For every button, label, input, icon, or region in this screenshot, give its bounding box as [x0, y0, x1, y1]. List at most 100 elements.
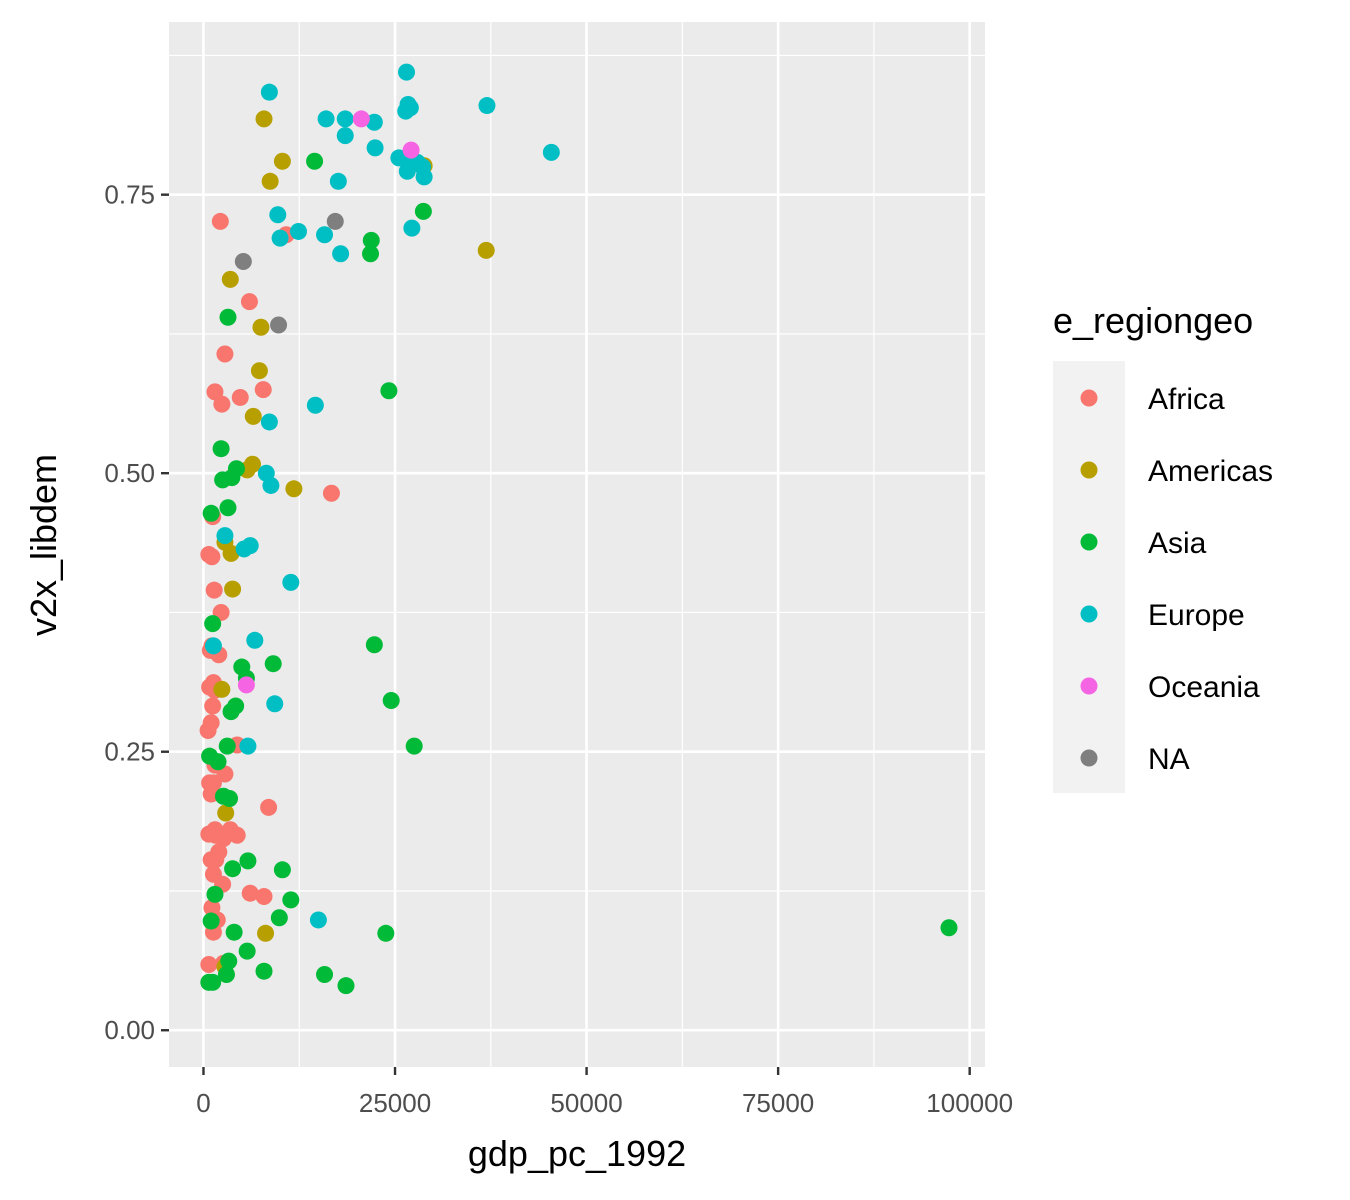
- data-point-africa: [213, 395, 231, 413]
- x-tick-label: 0: [196, 1088, 210, 1118]
- data-point-asia: [209, 753, 227, 771]
- data-point-europe: [260, 413, 278, 431]
- x-tick-label: 25000: [359, 1088, 431, 1118]
- data-point-europe: [204, 637, 222, 655]
- data-point-asia: [224, 860, 242, 878]
- data-point-asia: [382, 691, 400, 709]
- data-point-americas: [221, 270, 239, 288]
- data-point-asia: [270, 909, 288, 927]
- data-point-asia: [316, 966, 334, 984]
- data-point-asia: [337, 977, 355, 995]
- data-point-na: [234, 253, 252, 271]
- data-point-americas: [217, 804, 235, 822]
- data-point-europe: [317, 110, 335, 128]
- data-point-africa: [205, 581, 223, 599]
- data-point-europe: [262, 476, 280, 494]
- data-point-asia: [221, 790, 239, 808]
- data-point-europe: [271, 229, 289, 247]
- x-tick-label: 75000: [742, 1088, 814, 1118]
- data-point-oceania: [237, 676, 255, 694]
- data-point-na: [270, 316, 288, 334]
- data-point-europe: [239, 737, 257, 755]
- data-point-europe: [216, 527, 234, 545]
- data-point-asia: [380, 382, 398, 400]
- data-point-europe: [403, 219, 421, 237]
- data-point-asia: [206, 885, 224, 903]
- data-point-africa: [228, 826, 246, 844]
- data-point-europe: [336, 127, 354, 145]
- data-point-americas: [250, 362, 268, 380]
- data-point-asia: [940, 919, 958, 937]
- legend-label-na: NA: [1148, 743, 1190, 776]
- data-point-africa: [204, 697, 222, 715]
- data-point-asia: [405, 737, 423, 755]
- data-point-asia: [238, 942, 256, 960]
- legend-label-africa: Africa: [1148, 383, 1225, 416]
- grid-major: [169, 22, 985, 1067]
- data-point-europe: [260, 83, 278, 101]
- panel-background: [169, 22, 985, 1067]
- y-tick-label: 0.75: [104, 180, 155, 210]
- y-tick-label: 0.25: [104, 737, 155, 767]
- data-point-americas: [224, 580, 242, 598]
- data-point-africa: [200, 956, 218, 974]
- data-point-na: [326, 212, 344, 230]
- data-point-europe: [332, 245, 350, 263]
- data-point-asia: [273, 861, 291, 879]
- legend-label-americas: Americas: [1148, 455, 1273, 488]
- data-point-africa: [231, 388, 249, 406]
- data-point-africa: [216, 345, 234, 363]
- legend-key-europe: [1080, 605, 1098, 623]
- data-points: [199, 63, 958, 995]
- grid-minor: [169, 22, 985, 1067]
- data-point-africa: [214, 830, 232, 848]
- data-point-africa: [203, 548, 221, 566]
- data-point-asia: [306, 152, 324, 170]
- legend-key-na: [1080, 749, 1098, 767]
- y-tick-label: 0.00: [104, 1015, 155, 1045]
- data-point-europe: [336, 110, 354, 128]
- y-axis-title: v2x_libdem: [23, 454, 64, 636]
- legend-key-americas: [1080, 461, 1098, 479]
- data-point-asia: [264, 655, 282, 673]
- data-point-asia: [282, 891, 300, 909]
- legend-label-oceania: Oceania: [1148, 671, 1260, 704]
- data-point-europe: [366, 139, 384, 157]
- data-point-europe: [316, 226, 334, 244]
- legend: e_regiongeo Africa Americas Asia Europe Ocea…: [1053, 300, 1273, 793]
- data-point-americas: [261, 172, 279, 190]
- data-point-africa: [240, 293, 258, 311]
- data-point-europe: [235, 540, 253, 558]
- data-point-asia: [362, 245, 380, 263]
- y-tick-label: 0.50: [104, 458, 155, 488]
- data-point-europe: [266, 695, 284, 713]
- data-point-europe: [306, 396, 324, 414]
- data-point-asia: [217, 966, 235, 984]
- data-point-europe: [415, 168, 433, 186]
- data-point-americas: [213, 680, 231, 698]
- data-point-asia: [219, 308, 237, 326]
- data-point-asia: [222, 703, 240, 721]
- legend-label-europe: Europe: [1148, 599, 1245, 632]
- data-point-asia: [365, 636, 383, 654]
- data-point-europe: [282, 573, 300, 591]
- data-point-europe: [401, 99, 419, 117]
- data-point-europe: [309, 911, 327, 929]
- data-point-asia: [214, 471, 232, 489]
- data-point-americas: [255, 110, 273, 128]
- y-axis: 0.00 0.25 0.50 0.75: [104, 180, 169, 1045]
- data-point-africa: [255, 888, 273, 906]
- data-point-africa: [322, 484, 340, 502]
- data-point-oceania: [402, 141, 420, 159]
- data-point-europe: [246, 631, 264, 649]
- data-point-asia: [225, 923, 243, 941]
- data-point-americas: [285, 480, 303, 498]
- data-point-europe: [365, 113, 383, 131]
- data-point-europe: [478, 97, 496, 115]
- x-tick-label: 50000: [550, 1088, 622, 1118]
- data-point-americas: [252, 318, 270, 336]
- data-point-americas: [244, 407, 262, 425]
- data-point-asia: [414, 202, 432, 220]
- data-point-asia: [218, 737, 236, 755]
